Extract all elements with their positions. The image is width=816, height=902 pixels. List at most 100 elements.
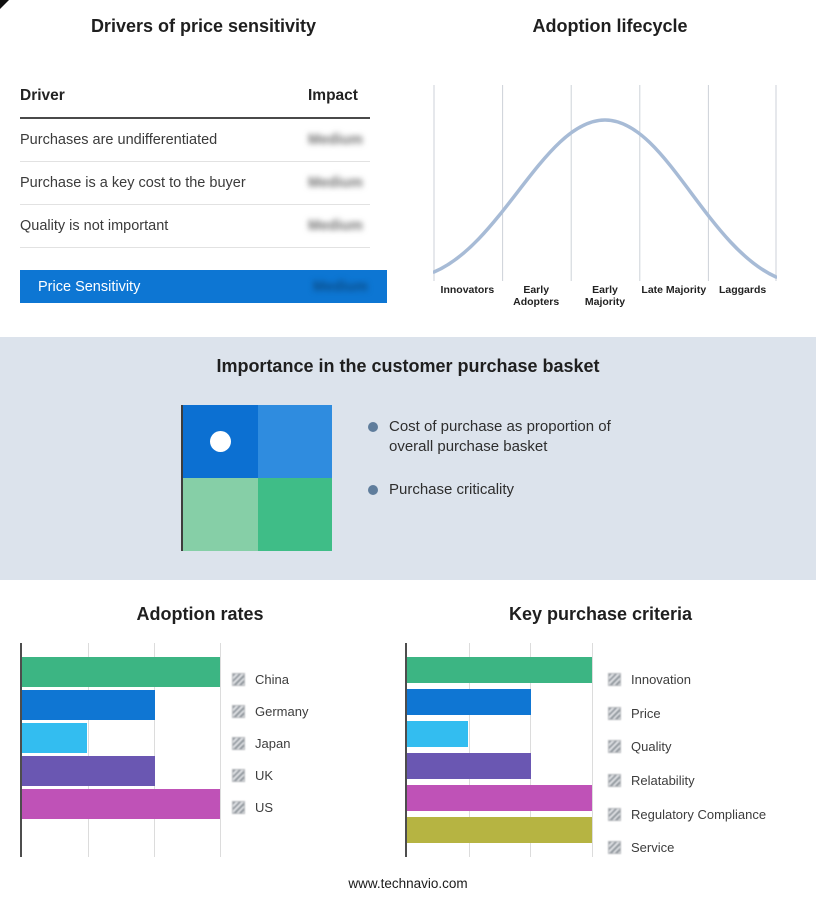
legend-label: US [255,799,274,815]
price-sensitivity-bar: Price Sensitivity Medium [20,270,387,303]
driver-row-purchase-is-a-key-co: Purchase is a key cost to the buyer Mediu… [20,162,370,205]
legend-item-china: China [232,663,308,695]
adoption-rates-plot [20,643,221,857]
adoption-rates-title: Adoption rates [136,604,264,624]
gridline [154,643,155,857]
price-sensitivity-value: Medium [313,278,368,295]
gridline [468,643,470,857]
legend-item-germany: Germany [232,695,308,727]
bar-row-service [407,817,592,843]
stage-label-early-majority: Early Majority [584,284,626,309]
legend-label: UK [255,767,274,783]
driver-name: Purchases are undifferentiated [20,132,218,148]
bar-row-uk [22,756,220,786]
driver-column-header: Driver [20,87,65,104]
legend-item-innovation: Innovation [608,663,766,697]
matrix-quadrant-top-left [183,405,258,478]
gridline [87,643,89,857]
legend-label: Regulatory Compliance [631,806,767,822]
relatability-bar [407,753,531,779]
bars-group [407,657,592,843]
us-bar [22,789,220,819]
legend-label: Japan [255,735,291,751]
legend-item-service: Service [608,831,766,865]
bar-row-china [22,657,220,687]
legend-item-price: Price [608,697,766,731]
legend-swatch-icon [232,736,245,750]
bullet-icon [368,484,378,495]
key-purchase-criteria-plot [405,643,593,857]
regulatory-compliance-bar [407,785,592,811]
bars-group [22,657,220,819]
driver-impact-value: Medium [308,175,363,191]
bar-row-quality [407,721,592,747]
legend-swatch-icon [232,704,245,718]
bar-row-price [407,689,592,715]
legend-label: Relatability [631,773,695,789]
legend-item-regulatory-compliance: Regulatory Compliance [608,797,766,831]
basket-bullet-list: Cost of purchase as proportion of overal… [368,417,648,522]
quality-bar [407,721,469,747]
lifecycle-stage-labels: Innovators Early Adopters Early Majority La… [433,281,777,308]
corner-fold-decoration [0,0,9,9]
bar-row-regulatory-compliance [407,785,592,811]
legend-label: Germany [255,703,309,719]
legend-swatch-icon [232,672,245,686]
driver-row-quality-is-not-impor: Quality is not important Medium [20,205,370,248]
stage-label-laggards: Laggards [718,284,767,296]
drivers-of-price-sensitivity-panel: Drivers of price sensitivity Driver Impa… [20,0,387,303]
adoption-rates-legend: China Germany Japan UK US [232,663,308,823]
position-dot [210,431,231,452]
driver-impact-value: Medium [308,218,363,234]
matrix-quadrant-top-right [258,405,332,478]
bottom-section: Adoption rates China Germany Japan UK US Key… [0,580,816,902]
lifecycle-title: Adoption lifecycle [532,16,688,36]
purchase-basket-matrix [181,405,332,551]
bullet-icon [368,422,378,432]
china-bar [22,657,220,687]
bar-row-relatability [407,753,592,779]
top-section: Drivers of price sensitivity Driver Impa… [0,0,816,337]
gridline [592,643,593,857]
bar-row-innovation [407,657,592,683]
stage-label-early-adopters: Early Adopters [513,284,560,309]
drivers-table-header: Driver Impact [20,87,370,119]
key-purchase-criteria-title: Key purchase criteria [508,604,693,624]
driver-row-purchases-are-undiff: Purchases are undifferentiated Medium [20,119,370,162]
legend-swatch-icon [232,800,245,814]
footer-url[interactable]: www.technavio.com [348,876,468,891]
key-purchase-criteria-legend: Innovation Price Quality Relatability Regula… [608,663,766,865]
legend-label: Quality [631,739,672,755]
matrix-quadrant-bottom-left [183,478,258,551]
adoption-rates-block: Adoption rates China Germany Japan UK US [0,580,400,880]
uk-bar [22,756,155,786]
legend-label: Innovation [631,672,691,688]
drivers-table: Driver Impact Purchases are undifferenti… [20,87,370,248]
gridline [220,643,221,857]
stage-label-innovators: Innovators [440,284,495,296]
basket-title: Importance in the customer purchase bask… [216,356,600,376]
driver-impact-value: Medium [308,132,363,148]
bar-row-germany [22,690,220,720]
driver-name: Quality is not important [20,218,169,234]
japan-bar [22,723,88,753]
basket-bullet-item: Cost of purchase as proportion of overal… [368,417,648,458]
bar-row-us [22,789,220,819]
legend-label: Service [631,840,675,856]
price-sensitivity-label: Price Sensitivity [38,278,141,295]
driver-name: Purchase is a key cost to the buyer [20,175,246,191]
adoption-rates-chart: China Germany Japan UK US [0,643,400,880]
service-bar [407,817,592,843]
stage-label-late-majority: Late Majority [641,284,707,296]
bell-curve-path [432,118,778,279]
legend-swatch-icon [608,774,621,788]
legend-swatch-icon [608,740,621,754]
matrix-quadrant-bottom-right [258,478,332,551]
legend-label: China [255,671,289,687]
legend-swatch-icon [608,706,621,720]
impact-column-header: Impact [308,87,358,104]
legend-item-uk: UK [232,759,308,791]
legend-label: Price [631,705,661,721]
bullet-text: Cost of purchase as proportion of overal… [389,418,611,456]
